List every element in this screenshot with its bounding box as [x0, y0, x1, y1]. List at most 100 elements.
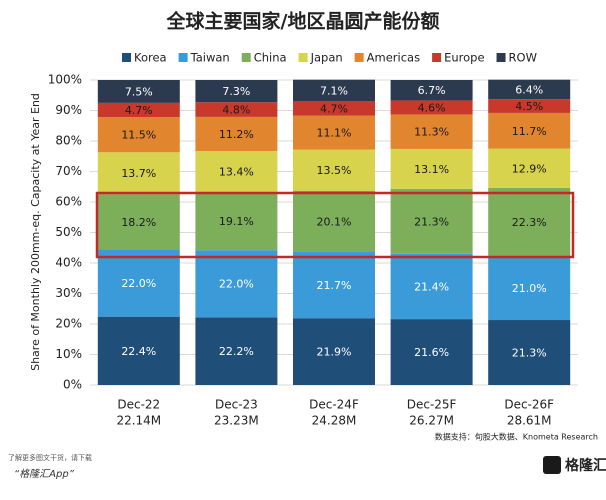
legend-swatch — [241, 53, 251, 62]
x-tick-label: Dec-23 — [215, 398, 258, 412]
legend-swatch — [298, 53, 308, 62]
legend-label: Europe — [444, 51, 484, 65]
y-tick-label: 70% — [55, 164, 82, 178]
legend-swatch — [432, 53, 442, 62]
bar-segment — [293, 252, 375, 319]
data-label: 22.0% — [219, 278, 254, 291]
legend-label: Japan — [310, 51, 343, 65]
data-label: 11.5% — [121, 129, 156, 142]
bar-segment — [195, 151, 278, 192]
bar-segment — [390, 100, 473, 115]
bar-segment — [390, 188, 473, 254]
data-label: 21.3% — [414, 215, 449, 228]
bar-segment — [293, 318, 375, 385]
bar-segment — [488, 148, 571, 188]
legend-label: Taiwan — [190, 51, 230, 65]
bar-segment — [390, 253, 473, 320]
footer-app: “格隆汇App” — [14, 468, 75, 480]
data-label: 21.9% — [317, 346, 352, 359]
bar-segment — [195, 250, 278, 318]
footer-text: 了解更多图文干货，请下载 — [8, 453, 92, 462]
data-label: 6.7% — [418, 84, 446, 97]
bar-segment — [293, 115, 375, 150]
x-tick-label: Dec-22 — [117, 398, 160, 412]
logo: 格隆汇 — [565, 457, 606, 474]
data-label: 22.0% — [121, 277, 156, 290]
bar-segment — [195, 80, 278, 103]
data-label: 4.8% — [222, 104, 250, 117]
bar-segment — [195, 191, 278, 251]
data-label: 13.4% — [219, 166, 254, 179]
bar-segment — [195, 317, 278, 385]
x-tick-label: Dec-24F — [309, 398, 359, 412]
bar-segment — [488, 112, 571, 149]
data-label: 11.7% — [512, 125, 547, 138]
highlight-box — [95, 191, 575, 259]
data-label: 21.3% — [512, 347, 547, 360]
bar-segment — [97, 249, 180, 317]
x-tick-label: Dec-25F — [407, 398, 457, 412]
bar-segment — [293, 149, 375, 191]
data-label: 11.1% — [317, 127, 352, 140]
data-label: 7.5% — [125, 85, 153, 98]
x-tick-label: Dec-26F — [504, 398, 554, 412]
y-tick-label: 30% — [55, 286, 82, 300]
legend-swatch — [496, 53, 506, 62]
data-label: 21.7% — [317, 279, 352, 292]
x-tick-sublabel: 23.23M — [214, 414, 259, 428]
bar-segment — [390, 114, 473, 149]
data-label: 22.4% — [121, 345, 156, 358]
data-label: 18.2% — [121, 216, 156, 229]
bar-segment — [390, 148, 473, 189]
legend-label: ROW — [509, 51, 537, 65]
bar-segment — [293, 190, 375, 253]
y-tick-label: 50% — [55, 225, 82, 239]
y-tick-label: 90% — [55, 103, 82, 117]
y-tick-label: 10% — [55, 347, 82, 361]
bar-segment — [488, 79, 571, 100]
data-label: 22.3% — [512, 216, 547, 229]
data-label: 21.0% — [512, 282, 547, 295]
bar-segment — [488, 255, 571, 321]
chart-title: 全球主要国家/地区晶圆产能份额 — [166, 10, 440, 33]
x-tick-sublabel: 22.14M — [116, 414, 161, 428]
data-label: 7.1% — [320, 85, 348, 98]
legend-swatch — [122, 53, 131, 62]
x-tick-sublabel: 24.28M — [312, 414, 357, 428]
legend-label: China — [254, 51, 287, 65]
bar-segment — [488, 187, 571, 256]
data-label: 13.1% — [414, 163, 449, 176]
bar-segment — [195, 102, 278, 117]
data-label: 4.7% — [125, 104, 153, 117]
legend-label: Korea — [134, 51, 167, 65]
y-tick-label: 0% — [63, 378, 82, 392]
y-tick-label: 40% — [55, 256, 82, 270]
data-label: 22.2% — [219, 345, 254, 358]
data-label: 4.5% — [515, 100, 543, 113]
bar-segment — [97, 152, 180, 195]
bar-segment — [97, 194, 180, 250]
legend: Korea Taiwan China Japan Americas Europe ROW — [122, 51, 537, 65]
data-label: 4.6% — [418, 101, 446, 114]
y-tick-label: 100% — [48, 73, 82, 87]
data-label: 4.7% — [320, 103, 348, 116]
y-tick-label: 20% — [55, 317, 82, 331]
legend-swatch — [178, 53, 188, 62]
data-label: 11.2% — [219, 128, 254, 141]
legend-label: Americas — [367, 51, 420, 65]
y-tick-label: 60% — [55, 195, 82, 209]
bar-segment — [97, 316, 180, 385]
bar-segment — [293, 79, 375, 102]
data-label: 6.4% — [515, 83, 543, 96]
bar-segment — [97, 117, 180, 153]
data-label: 13.5% — [317, 164, 352, 177]
data-label: 19.1% — [219, 215, 254, 228]
bar-segment — [488, 320, 571, 385]
bar-segment — [195, 116, 278, 152]
x-tick-sublabel: 26.27M — [409, 414, 454, 428]
data-label: 21.6% — [414, 346, 449, 359]
bar-segment — [97, 102, 180, 118]
bar-segment — [488, 99, 571, 113]
data-label: 7.3% — [222, 85, 250, 98]
data-label: 13.7% — [121, 167, 156, 180]
